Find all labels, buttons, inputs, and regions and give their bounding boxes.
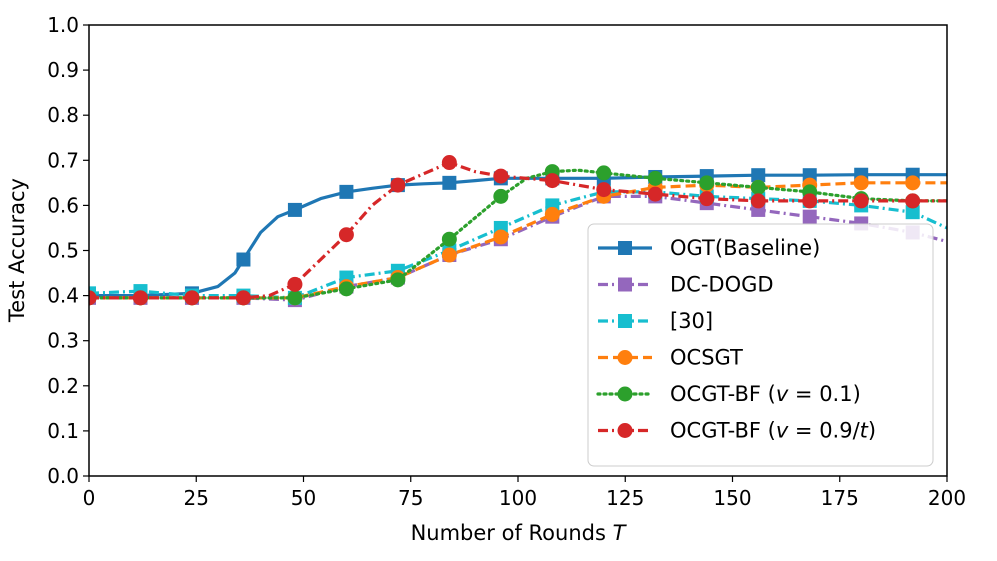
- data-point: [390, 272, 406, 288]
- legend-marker: [618, 277, 632, 292]
- x-tick-label: 100: [499, 486, 537, 510]
- data-point: [802, 193, 818, 209]
- legend-marker: [617, 350, 633, 365]
- legend-marker: [617, 386, 633, 402]
- x-axis-label: Number of Rounds T: [411, 521, 628, 545]
- data-point: [493, 188, 509, 204]
- axis-ticks: 0 25 50 75 100 125 150 175 200 0.0 0.1 0.2 0.3 0.4 0.5…: [47, 13, 966, 510]
- legend-marker: [618, 241, 632, 255]
- data-point: [236, 252, 251, 267]
- legend-label: OGT(Baseline): [670, 236, 820, 260]
- data-point: [905, 205, 920, 220]
- y-tick-label: 0.4: [47, 284, 79, 308]
- data-point: [287, 202, 302, 217]
- data-point: [905, 193, 921, 209]
- x-tick-label: 75: [398, 486, 423, 510]
- legend-label: OCGT-BF (v = 0.9/t): [670, 419, 876, 443]
- y-tick-label: 0.9: [47, 58, 79, 82]
- data-point: [89, 290, 97, 306]
- legend-label: OCSGT: [670, 346, 743, 370]
- data-point: [441, 247, 457, 263]
- data-point: [853, 175, 869, 191]
- data-point: [287, 276, 303, 292]
- data-point: [596, 182, 612, 198]
- data-point: [493, 168, 509, 184]
- legend-label: DC-DOGD: [670, 273, 774, 297]
- data-point: [338, 227, 354, 243]
- data-point: [647, 170, 663, 186]
- series-line: [89, 173, 947, 298]
- x-tick-label: 175: [821, 486, 859, 510]
- data-point: [493, 229, 509, 245]
- data-point: [235, 290, 251, 306]
- legend-entry: [30]: [598, 309, 713, 333]
- data-point: [647, 186, 663, 202]
- data-point: [853, 193, 869, 209]
- series-layer: [89, 155, 947, 308]
- data-point: [132, 290, 148, 306]
- series-6: [89, 155, 947, 306]
- x-tick-label: 0: [83, 486, 96, 510]
- data-point: [750, 193, 766, 209]
- data-point: [544, 173, 560, 189]
- data-point: [338, 281, 354, 297]
- legend-label: [30]: [670, 309, 713, 333]
- y-tick-label: 0.7: [47, 148, 79, 172]
- x-tick-label: 150: [713, 486, 751, 510]
- data-point: [184, 290, 200, 306]
- data-point: [441, 231, 457, 247]
- data-point: [905, 175, 921, 191]
- y-axis-label: Test Accuracy: [5, 178, 29, 323]
- x-tick-label: 50: [291, 486, 316, 510]
- data-point: [442, 175, 457, 190]
- legend-marker: [618, 314, 632, 328]
- data-point: [802, 209, 817, 224]
- legend-box: [587, 223, 934, 467]
- y-tick-label: 1.0: [47, 13, 79, 37]
- data-point: [699, 191, 715, 207]
- data-point: [751, 168, 766, 183]
- data-point: [441, 155, 457, 171]
- x-tick-label: 125: [606, 486, 644, 510]
- data-point: [750, 179, 766, 195]
- legend-entry: DC-DOGD: [598, 273, 774, 297]
- y-tick-label: 0.5: [47, 239, 79, 263]
- legend-entry: OCGT-BF (v = 0.1): [596, 382, 861, 406]
- legend-label: OCGT-BF (v = 0.1): [670, 382, 861, 406]
- data-point: [339, 184, 354, 199]
- data-point: [596, 165, 612, 181]
- data-point: [699, 175, 715, 191]
- y-tick-label: 0.3: [47, 329, 79, 353]
- legend: OGT(Baseline) DC-DOGD [30] OCSGT OCGT-BF (v …: [587, 223, 934, 467]
- legend-entry: OGT(Baseline): [598, 236, 820, 260]
- y-tick-label: 0.1: [47, 419, 79, 443]
- data-point: [287, 290, 303, 306]
- y-tick-label: 0.8: [47, 103, 79, 127]
- x-tick-label: 200: [928, 486, 966, 510]
- y-tick-label: 0.2: [47, 374, 79, 398]
- legend-entry: OCGT-BF (v = 0.9/t): [598, 419, 876, 443]
- y-tick-label: 0.0: [47, 464, 79, 488]
- data-point: [544, 206, 560, 222]
- x-tick-label: 25: [184, 486, 209, 510]
- y-tick-label: 0.6: [47, 193, 79, 217]
- data-point: [390, 177, 406, 193]
- legend-entry: OCSGT: [598, 346, 743, 370]
- legend-marker: [617, 423, 633, 438]
